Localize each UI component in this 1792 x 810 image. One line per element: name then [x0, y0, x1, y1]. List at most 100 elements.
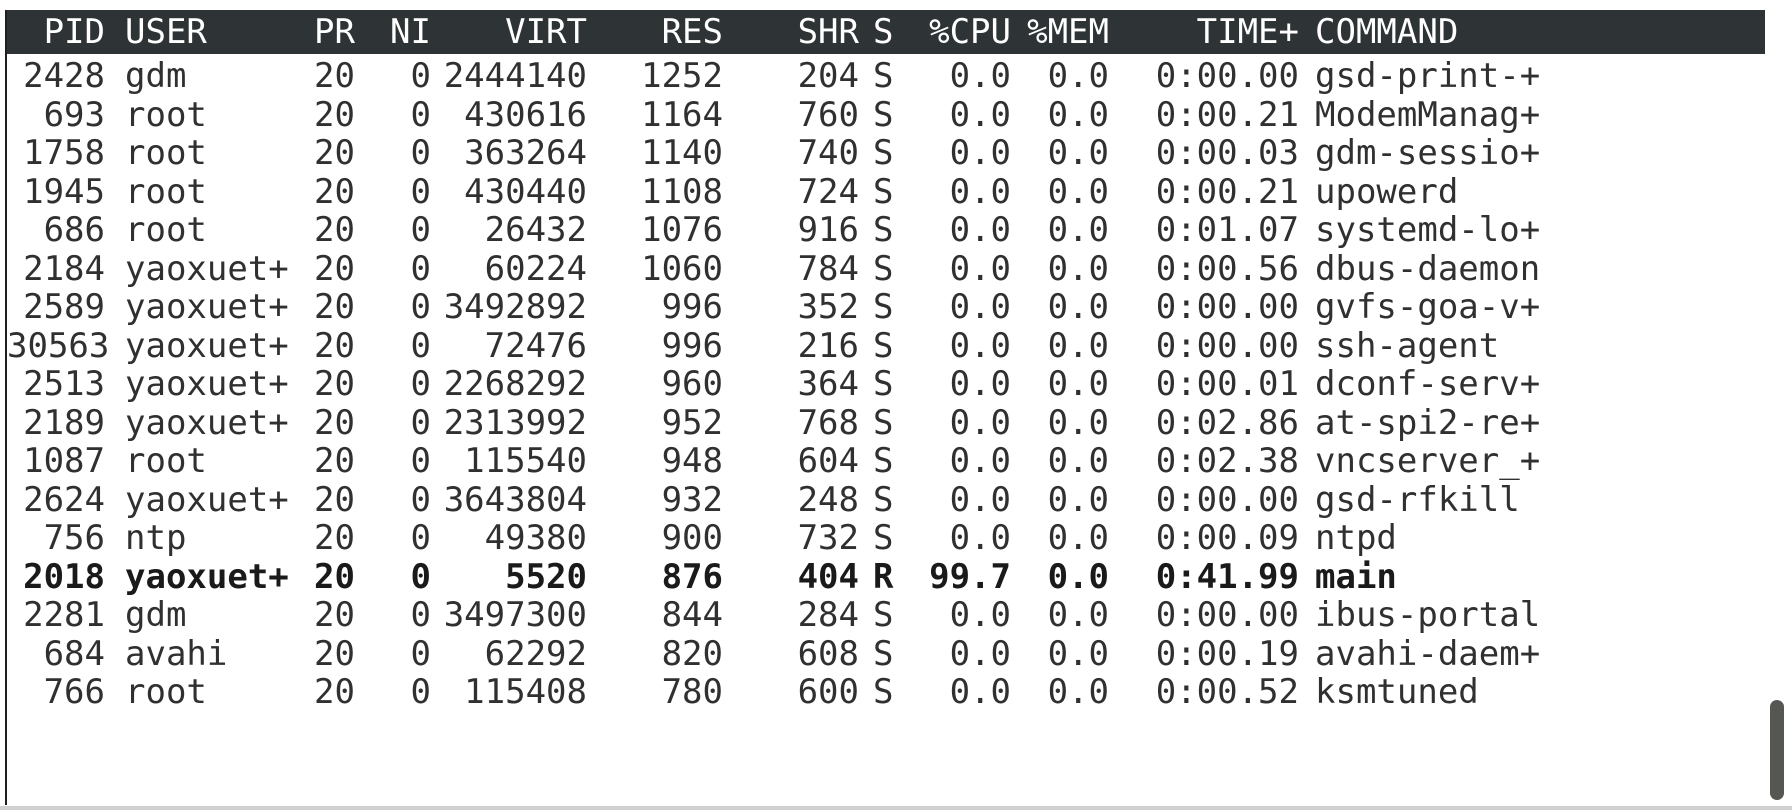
cell-ni: 0: [410, 210, 431, 250]
cell-pid: 693: [43, 94, 105, 135]
cell-virt: 3497300: [443, 595, 587, 635]
cell-cpu: 0.0: [949, 518, 1011, 558]
column-header-res: RES: [661, 12, 723, 52]
cell-user: root: [125, 441, 207, 481]
cell-res: 1252: [641, 56, 723, 96]
cell-res: 844: [661, 595, 723, 635]
cell-virt: 430440: [464, 171, 587, 212]
cell-cpu: 0.0: [949, 633, 1011, 674]
cell-mem: 0.0: [1047, 595, 1109, 635]
cell-time: 0:00.00: [1155, 479, 1299, 520]
terminal-window[interactable]: PID USER PR NI VIRT RES SHR S %CPU %MEM TIME+ COMMA…: [5, 10, 1765, 805]
table-row[interactable]: 2189 yaoxuet+ 20 0 2313992 952 768 S 0.0 0.0 0:02.…: [7, 401, 1765, 445]
column-header-user: USER: [125, 12, 207, 52]
table-row[interactable]: 686 root 20 0 26432 1076 916 S 0.0 0.0 0:01.07 syst…: [7, 208, 1765, 252]
cell-mem: 0.0: [1047, 633, 1109, 674]
cell-ni: 0: [410, 595, 431, 635]
cell-pid: 2184: [23, 248, 105, 289]
column-header-virt: VIRT: [505, 12, 587, 52]
cell-cpu: 0.0: [949, 595, 1011, 635]
table-row[interactable]: 1945 root 20 0 430440 1108 724 S 0.0 0.0 0:00.21 up…: [7, 170, 1765, 214]
cell-command: gvfs-goa-v+: [1315, 287, 1541, 327]
cell-ni: 0: [410, 402, 431, 443]
column-header-shr: SHR: [797, 12, 859, 52]
column-header-pid: PID: [43, 12, 105, 52]
cell-mem: 0.0: [1047, 364, 1109, 404]
cell-res: 780: [661, 672, 723, 712]
window-bottom-edge: [0, 806, 1792, 810]
column-header-ni: NI: [390, 12, 431, 52]
table-row[interactable]: 2018 yaoxuet+ 20 0 5520 876 404 R 99.7 0.0 0:41.99…: [7, 555, 1765, 599]
table-row[interactable]: 756 ntp 20 0 49380 900 732 S 0.0 0.0 0:00.09 ntpd: [7, 516, 1765, 560]
table-row[interactable]: 2589 yaoxuet+ 20 0 3492892 996 352 S 0.0 0.0 0:00.…: [7, 285, 1765, 329]
table-row[interactable]: 684 avahi 20 0 62292 820 608 S 0.0 0.0 0:00.19 avah…: [7, 632, 1765, 676]
cell-shr: 760: [797, 94, 859, 135]
cell-user: yaoxuet+: [125, 479, 289, 520]
scrollbar[interactable]: [1768, 10, 1788, 805]
cell-shr: 600: [797, 672, 859, 712]
cell-mem: 0.0: [1047, 248, 1109, 289]
cell-s: S: [873, 133, 894, 173]
table-row[interactable]: 1758 root 20 0 363264 1140 740 S 0.0 0.0 0:00.03 gd…: [7, 131, 1765, 175]
cell-user: yaoxuet+: [125, 402, 289, 443]
cell-mem: 0.0: [1047, 441, 1109, 481]
cell-res: 948: [661, 441, 723, 481]
cell-res: 996: [661, 325, 723, 366]
table-row[interactable]: 2184 yaoxuet+ 20 0 60224 1060 784 S 0.0 0.0 0:00.5…: [7, 247, 1765, 291]
cell-s: S: [873, 325, 894, 366]
cell-s: S: [873, 248, 894, 289]
cell-mem: 0.0: [1047, 287, 1109, 327]
cell-cpu: 0.0: [949, 171, 1011, 212]
cell-virt: 363264: [464, 133, 587, 173]
table-row[interactable]: 2281 gdm 20 0 3497300 844 284 S 0.0 0.0 0:00.00 ibu…: [7, 593, 1765, 637]
cell-ni: 0: [410, 133, 431, 173]
cell-command: main: [1315, 556, 1397, 597]
table-row[interactable]: 2624 yaoxuet+ 20 0 3643804 932 248 S 0.0 0.0 0:00.…: [7, 478, 1765, 522]
cell-cpu: 0.0: [949, 479, 1011, 520]
cell-time: 0:41.99: [1155, 556, 1299, 597]
cell-virt: 2313992: [443, 402, 587, 443]
column-header-cpu: %CPU: [929, 12, 1011, 52]
cell-shr: 204: [797, 56, 859, 96]
cell-pr: 20: [314, 595, 355, 635]
cell-shr: 352: [797, 287, 859, 327]
cell-cpu: 0.0: [949, 287, 1011, 327]
cell-command: ksmtuned: [1315, 672, 1479, 712]
cell-mem: 0.0: [1047, 402, 1109, 443]
cell-virt: 3643804: [443, 479, 587, 520]
cell-res: 820: [661, 633, 723, 674]
cell-ni: 0: [410, 56, 431, 96]
cell-pr: 20: [314, 133, 355, 173]
cell-user: yaoxuet+: [125, 248, 289, 289]
cell-res: 900: [661, 518, 723, 558]
table-row[interactable]: 693 root 20 0 430616 1164 760 S 0.0 0.0 0:00.21 Mod…: [7, 93, 1765, 137]
scrollbar-thumb[interactable]: [1770, 700, 1784, 800]
cell-mem: 0.0: [1047, 479, 1109, 520]
cell-ni: 0: [410, 287, 431, 327]
cell-cpu: 0.0: [949, 325, 1011, 366]
cell-s: S: [873, 210, 894, 250]
cell-res: 932: [661, 479, 723, 520]
cell-virt: 62292: [484, 633, 587, 674]
cell-pr: 20: [314, 325, 355, 366]
table-row[interactable]: 2513 yaoxuet+ 20 0 2268292 960 364 S 0.0 0.0 0:00.…: [7, 362, 1765, 406]
cell-pr: 20: [314, 210, 355, 250]
cell-res: 996: [661, 287, 723, 327]
cell-ni: 0: [410, 325, 431, 366]
cell-pid: 2281: [23, 595, 105, 635]
cell-command: gsd-print-+: [1315, 56, 1541, 96]
cell-user: avahi: [125, 633, 228, 674]
cell-user: gdm: [125, 56, 187, 96]
cell-ni: 0: [410, 633, 431, 674]
table-row[interactable]: 2428 gdm 20 0 2444140 1252 204 S 0.0 0.0 0:00.00 gs…: [7, 54, 1765, 98]
table-row[interactable]: 766 root 20 0 115408 780 600 S 0.0 0.0 0:00.52 ksmt…: [7, 670, 1765, 714]
cell-user: yaoxuet+: [125, 364, 289, 404]
cell-res: 876: [661, 556, 723, 597]
table-row[interactable]: 30563 yaoxuet+ 20 0 72476 996 216 S 0.0 0.0 0:00.0…: [7, 324, 1765, 368]
cell-user: gdm: [125, 595, 187, 635]
cell-pr: 20: [314, 441, 355, 481]
cell-res: 1140: [641, 133, 723, 173]
cell-shr: 248: [797, 479, 859, 520]
cell-time: 0:00.03: [1155, 133, 1299, 173]
table-row[interactable]: 1087 root 20 0 115540 948 604 S 0.0 0.0 0:02.38 vnc…: [7, 439, 1765, 483]
